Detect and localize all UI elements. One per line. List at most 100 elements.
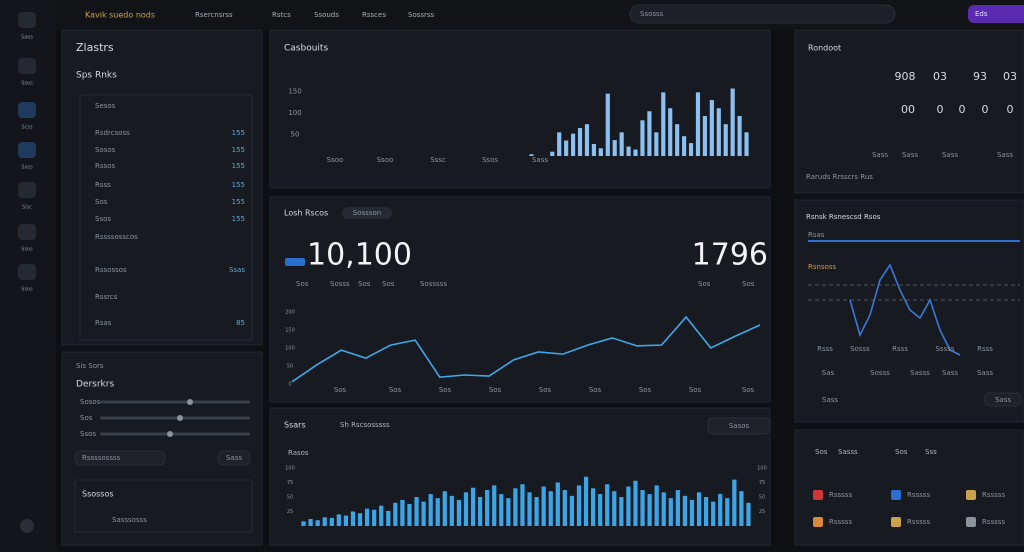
- y-tick-label: 50: [759, 495, 765, 501]
- tag-text: Sossson: [353, 209, 381, 217]
- y-tick-label: 50: [287, 364, 293, 370]
- nav-icon: [18, 182, 36, 198]
- bar: [576, 485, 582, 526]
- sliders-panel: [61, 351, 263, 546]
- bar: [737, 116, 742, 156]
- bar: [456, 499, 462, 526]
- line: [291, 315, 761, 383]
- bar: [322, 517, 327, 526]
- right-chart-panel: [794, 199, 1024, 423]
- select-box[interactable]: [74, 450, 166, 466]
- line: [849, 263, 961, 356]
- bar: [442, 491, 447, 526]
- right-top-panel: [794, 29, 1024, 194]
- legend-item: Sos: [296, 280, 309, 288]
- slider-knob[interactable]: [187, 399, 193, 405]
- bar: [379, 505, 384, 526]
- y-tick-label: 0: [288, 382, 291, 388]
- select-text: Rssssossss: [82, 454, 121, 462]
- bar: [577, 128, 583, 156]
- row-value: 155: [232, 198, 245, 206]
- x-label: Sosss: [870, 369, 890, 377]
- panel-subtitle: Sh Rscsosssss: [340, 421, 390, 429]
- bar: [527, 492, 532, 526]
- row-value: 155: [232, 146, 245, 154]
- x-label: Sasss: [910, 369, 930, 377]
- bar: [682, 495, 688, 526]
- kpi-badge: [285, 258, 305, 266]
- x-label: Sass: [532, 156, 548, 164]
- volume-button[interactable]: [707, 417, 771, 435]
- y-tick-label: 25: [287, 509, 293, 515]
- y-tick-label: 150: [288, 88, 301, 96]
- bar: [529, 154, 534, 156]
- bar: [548, 491, 553, 526]
- bar: [695, 92, 701, 156]
- kpi-tag: [342, 207, 392, 219]
- x-label: Sos: [639, 386, 652, 394]
- bar-panel: [269, 29, 771, 189]
- slider-knob[interactable]: [177, 415, 183, 421]
- stat-label: Sass: [872, 151, 888, 159]
- slider-label: Ssos: [80, 430, 96, 438]
- sliders-footer: [74, 479, 253, 533]
- panel-button[interactable]: [217, 450, 251, 466]
- list-header: Sos: [815, 448, 828, 456]
- panel-title: Rsnsk Rsnescsd Rsos: [806, 213, 881, 221]
- top-button[interactable]: [968, 5, 1024, 23]
- y-tick-label: 100: [288, 109, 301, 117]
- bar: [555, 482, 560, 526]
- bar: [513, 488, 518, 526]
- bar: [640, 490, 645, 526]
- list-header: Sesos: [95, 102, 116, 110]
- panel-kicker: Sis Sors: [76, 362, 104, 370]
- row-label: Rsas: [95, 319, 112, 327]
- slider-knob[interactable]: [167, 431, 173, 437]
- row-value: 155: [232, 129, 245, 137]
- legend-item: Sos: [742, 280, 755, 288]
- x-label: Sos: [742, 386, 755, 394]
- bar: [612, 491, 617, 526]
- y-tick-label: 75: [287, 480, 293, 486]
- right-button[interactable]: [984, 392, 1022, 407]
- bar: [668, 108, 673, 156]
- x-label: Ssos: [482, 156, 498, 164]
- stat: 0: [982, 103, 989, 116]
- footer-text: Sass: [822, 396, 838, 404]
- bar: [739, 491, 744, 526]
- bar: [723, 124, 728, 156]
- bar: [661, 492, 666, 526]
- y-tick-label: 25: [759, 509, 765, 515]
- row-value: 155: [232, 162, 245, 170]
- bar: [703, 497, 709, 526]
- stat: 93: [973, 70, 987, 83]
- bar: [633, 149, 638, 156]
- bar: [485, 490, 490, 526]
- bar: [541, 486, 546, 526]
- search-box[interactable]: [629, 4, 896, 24]
- bar: [668, 498, 673, 526]
- nav-icon: [18, 224, 36, 240]
- stat-label: Sass: [997, 151, 1013, 159]
- bar: [400, 499, 405, 526]
- legend-item: Sosss: [330, 280, 350, 288]
- bar: [647, 111, 652, 156]
- bar: [605, 484, 610, 526]
- slider-label: Sos: [80, 414, 93, 422]
- list-header: Sasss: [838, 448, 858, 456]
- bar: [386, 510, 391, 526]
- row-value: 85: [236, 319, 245, 327]
- bar: [557, 132, 562, 156]
- item-icon: [891, 490, 901, 500]
- item-icon: [891, 517, 901, 527]
- bar: [675, 490, 680, 526]
- bar: [534, 497, 539, 526]
- list-panel: [61, 29, 263, 346]
- bar: [336, 514, 341, 526]
- bar: [562, 490, 567, 526]
- bar: [308, 519, 313, 526]
- row-label: Sosos: [95, 146, 116, 154]
- menu-item: Sossrss: [408, 11, 435, 19]
- y-tick-label: 200: [285, 310, 295, 316]
- x-label: Sos: [489, 386, 502, 394]
